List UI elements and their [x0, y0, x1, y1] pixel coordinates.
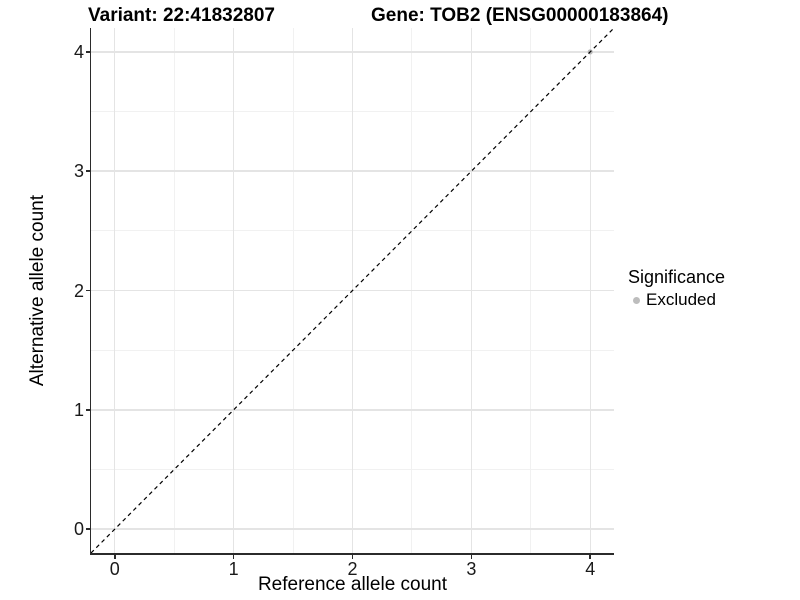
y-tick-label: 4 [73, 41, 84, 62]
y-axis-title-box: Alternative allele count [22, 28, 54, 553]
y-tick-mark [85, 409, 90, 411]
y-tick-mark [85, 289, 90, 292]
x-axis-line [89, 553, 614, 555]
x-axis-title: Reference allele count [257, 574, 448, 595]
legend-point-icon [633, 296, 640, 304]
legend-title: Significance [628, 267, 726, 287]
legend: Significance Excluded [628, 267, 778, 310]
horizontal-gridline [91, 528, 614, 530]
x-tick-mark [351, 554, 354, 559]
legend-item-label: Excluded [646, 290, 716, 309]
y-tick-label: 3 [73, 161, 84, 182]
x-tick-label: 2 [347, 559, 358, 579]
y-axis-title: Alternative allele count [27, 194, 48, 387]
y-tick-mark [85, 170, 90, 172]
x-tick-label: 0 [109, 559, 120, 579]
y-tick-label: 1 [73, 399, 84, 420]
x-tick-label: 1 [228, 559, 239, 579]
y-tick-mark [85, 528, 90, 530]
legend-item-excluded: Excluded [628, 290, 778, 310]
identity-dashed-line [91, 28, 614, 553]
horizontal-gridline [91, 170, 614, 172]
plot-canvas [91, 28, 614, 553]
horizontal-gridline [91, 51, 614, 53]
y-tick-label: 2 [73, 280, 84, 301]
horizontal-gridline [91, 409, 614, 411]
plot-title-variant: Variant: 22:41832807 [88, 5, 275, 26]
plot-panel [91, 28, 614, 553]
x-tick-label: 4 [585, 559, 596, 579]
x-tick-mark [232, 554, 235, 559]
x-tick-mark [114, 554, 116, 559]
x-tick-mark [589, 554, 591, 559]
x-tick-label: 3 [466, 559, 477, 579]
y-axis-line [89, 28, 91, 555]
y-tick-mark [85, 51, 90, 53]
y-tick-label: 0 [73, 519, 84, 540]
x-tick-mark [470, 554, 473, 559]
plot-title-gene: Gene: TOB2 (ENSG00000183864) [371, 5, 669, 26]
